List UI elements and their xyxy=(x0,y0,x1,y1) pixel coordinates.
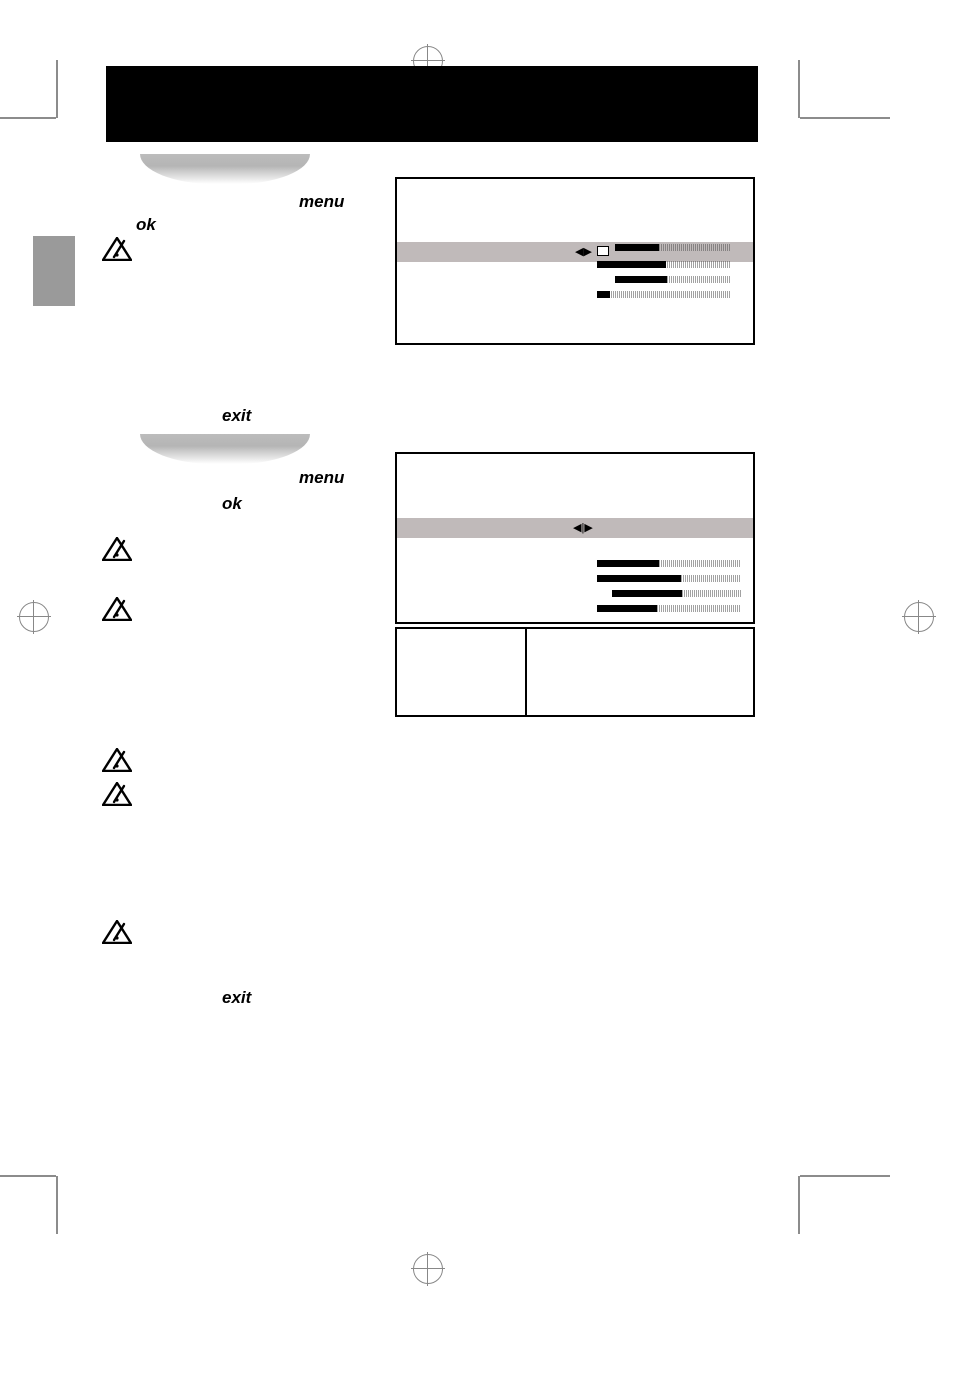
registration-mark xyxy=(411,1252,445,1286)
header-bar xyxy=(106,66,758,142)
crop-mark xyxy=(800,1175,890,1177)
slider-bar xyxy=(597,560,741,567)
warning-icon xyxy=(102,782,132,806)
slider-bar xyxy=(615,276,730,283)
ok-label: ok xyxy=(222,494,242,514)
warning-icon xyxy=(102,748,132,772)
menu-label: menu xyxy=(299,192,344,212)
crop-mark xyxy=(800,117,890,119)
decorative-swoosh xyxy=(140,434,310,464)
exit-label: exit xyxy=(222,406,251,426)
crop-mark xyxy=(798,1176,800,1234)
ok-label: ok xyxy=(136,215,156,235)
crop-mark xyxy=(798,60,800,118)
decorative-swoosh xyxy=(140,154,310,184)
registration-mark xyxy=(17,600,51,634)
arrow-icon: ◀▶ xyxy=(575,245,592,258)
warning-icon xyxy=(102,597,132,621)
crop-mark xyxy=(0,117,56,119)
crop-mark xyxy=(0,1175,56,1177)
crop-mark xyxy=(56,1176,58,1234)
crop-mark xyxy=(56,60,58,118)
caption-divider xyxy=(525,629,527,715)
slider-bar xyxy=(612,590,741,597)
warning-icon xyxy=(102,237,132,261)
selection-box xyxy=(597,246,609,256)
slider-bar xyxy=(597,605,741,612)
exit-label: exit xyxy=(222,988,251,1008)
arrow-icon: ◀|▶ xyxy=(573,521,593,534)
slider-bar xyxy=(597,291,730,298)
osd-panel: ◀▶ xyxy=(395,177,755,345)
sidebar-tab xyxy=(33,236,75,306)
registration-mark xyxy=(902,600,936,634)
slider-bar xyxy=(597,575,741,582)
menu-label: menu xyxy=(299,468,344,488)
warning-icon xyxy=(102,920,132,944)
warning-icon xyxy=(102,537,132,561)
osd-panel: ◀|▶ xyxy=(395,452,755,624)
caption-box xyxy=(395,627,755,717)
slider-bar xyxy=(615,244,730,251)
slider-bar xyxy=(597,261,730,268)
